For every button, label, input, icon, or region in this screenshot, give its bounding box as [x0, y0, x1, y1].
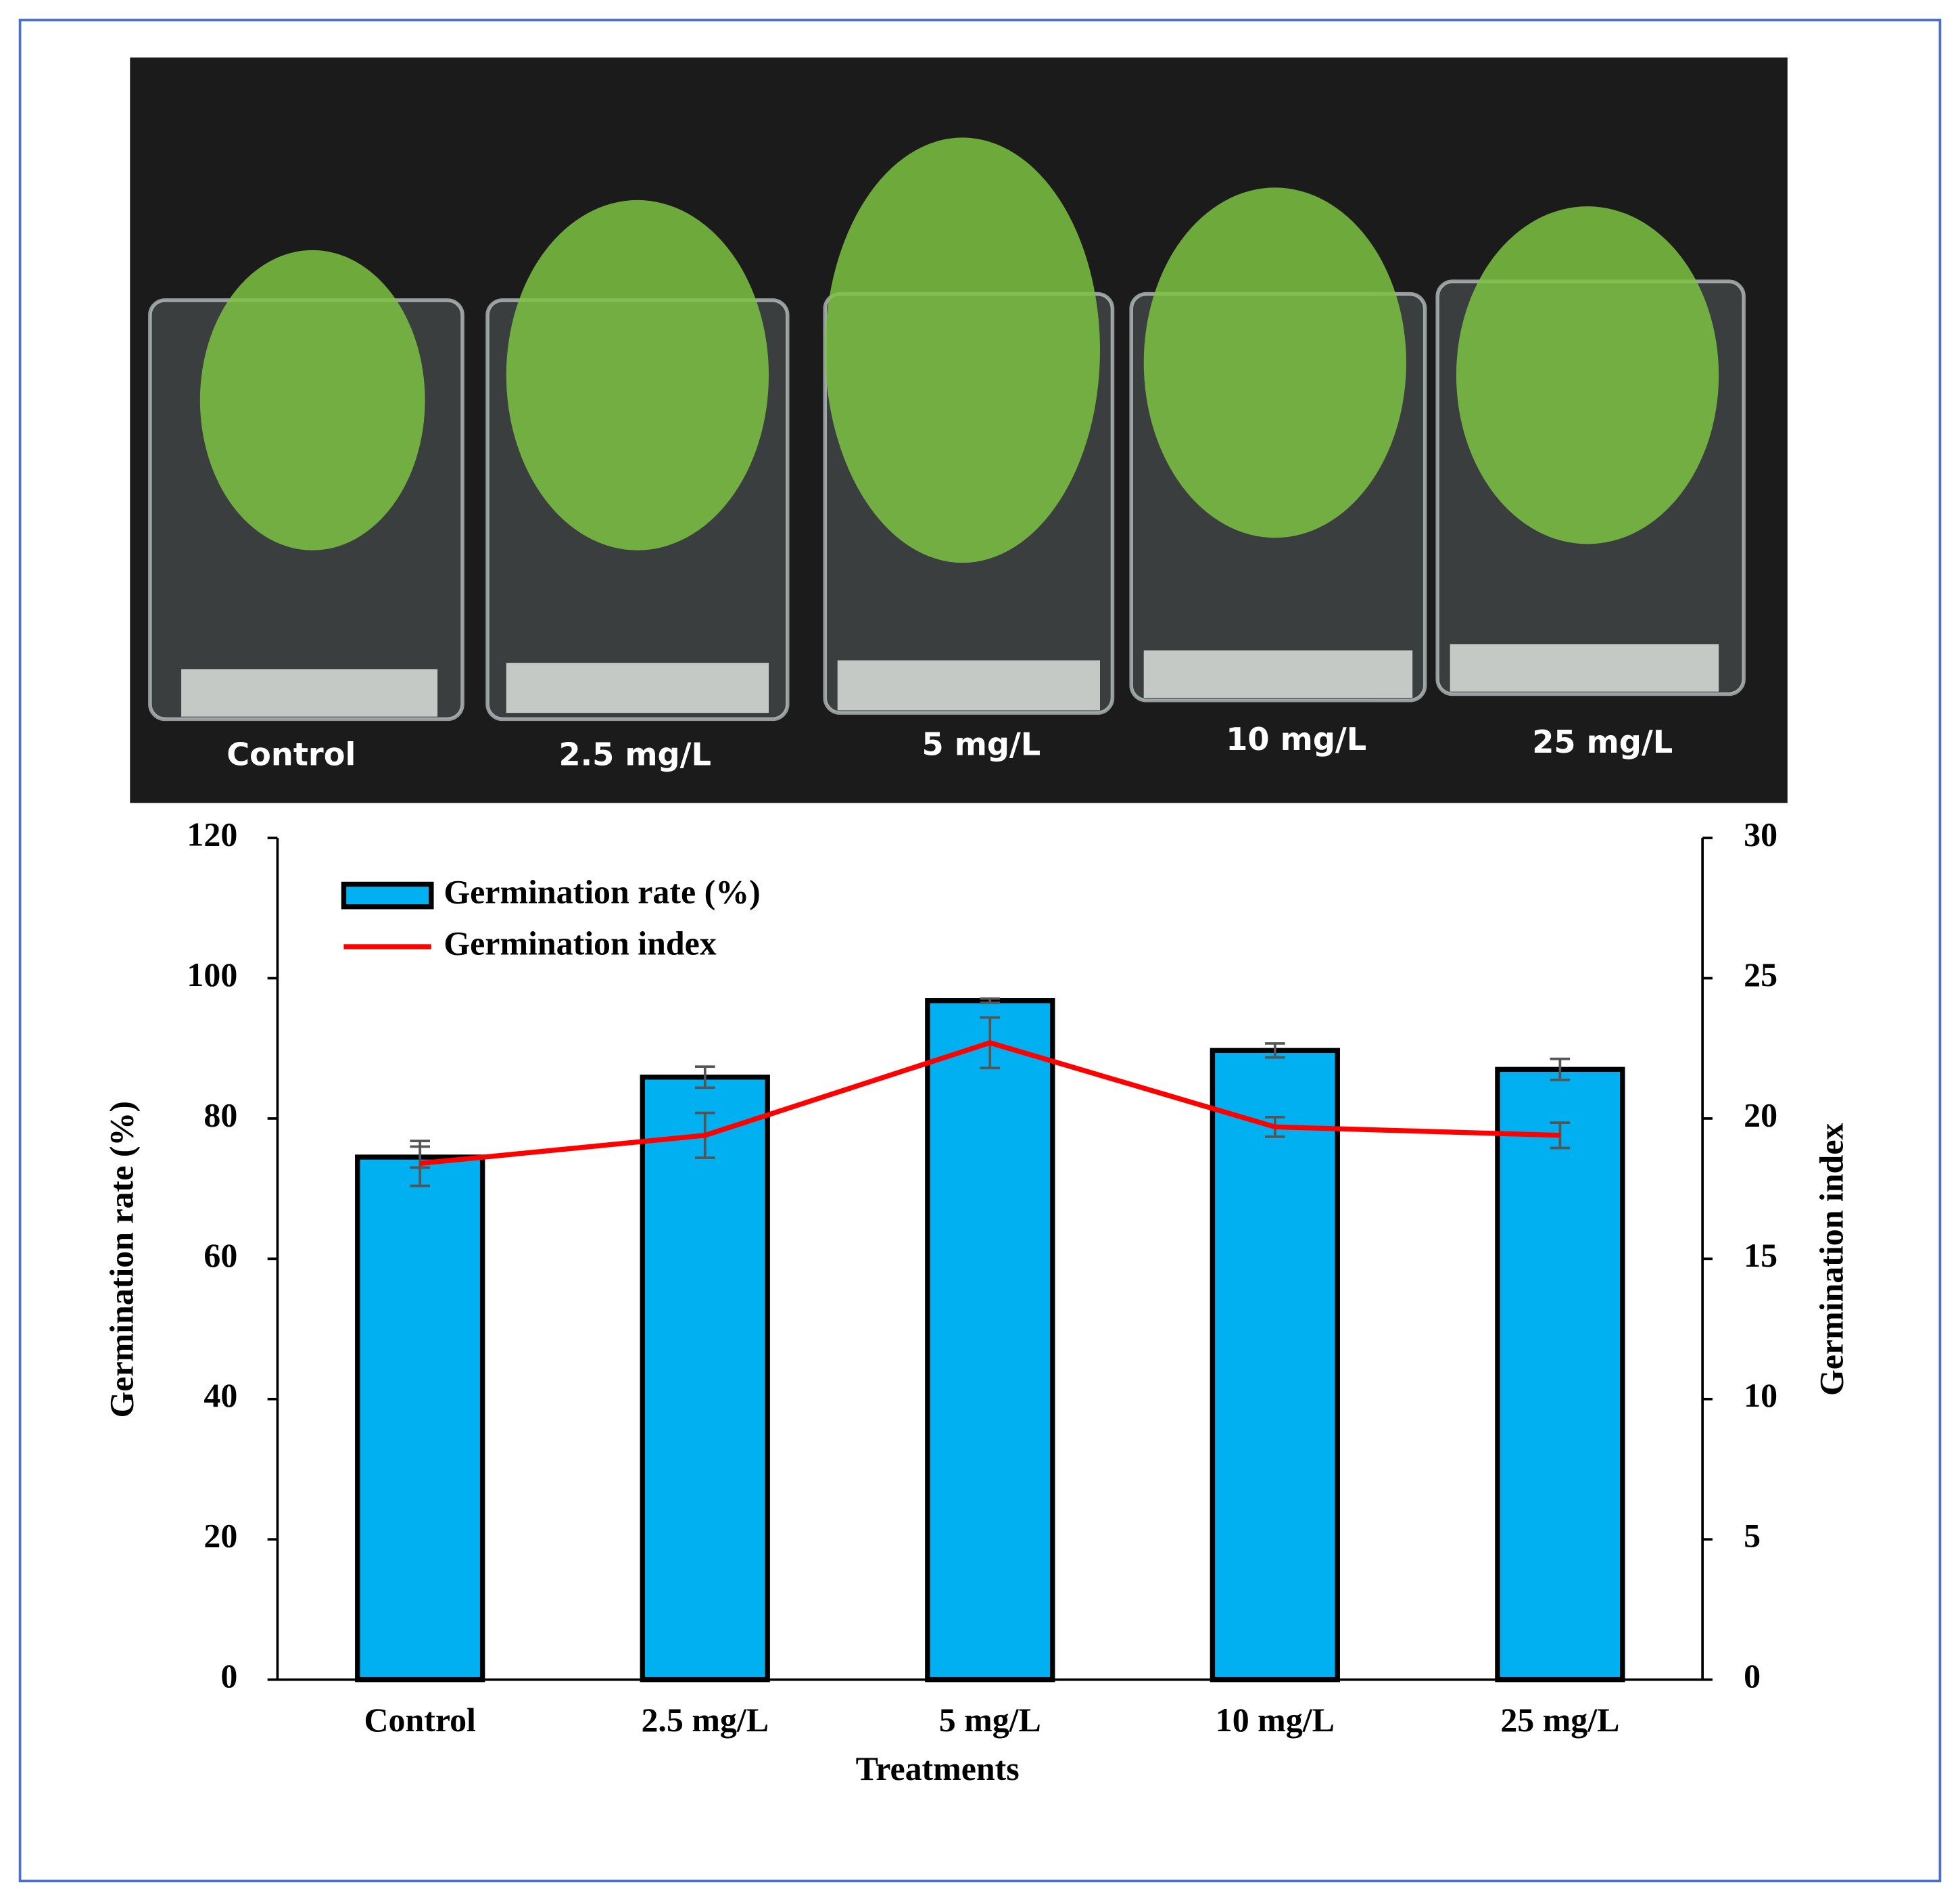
y-tick-label: 80 [204, 1096, 237, 1133]
legend-label: Germination index [444, 924, 716, 962]
photo-label: 5 mg/L [922, 726, 1041, 763]
photo-label: Control [226, 736, 356, 772]
bar [355, 1154, 485, 1683]
y2-tick-label: 30 [1744, 816, 1777, 853]
y2-tick-label: 5 [1744, 1518, 1761, 1555]
photo-label: 25 mg/L [1532, 724, 1673, 760]
y-tick-label: 120 [187, 816, 237, 853]
photo-label: 10 mg/L [1226, 721, 1366, 757]
x-tick-label: 5 mg/L [939, 1701, 1041, 1739]
error-bar [1550, 1057, 1571, 1081]
legend-swatch [341, 881, 434, 910]
y2-tick-label: 0 [1744, 1658, 1761, 1695]
legend-label: Germination rate (%) [444, 874, 760, 911]
x-axis-title: Treatments [856, 1750, 1020, 1787]
substrate [181, 644, 1719, 717]
y-tick-label: 60 [204, 1237, 237, 1274]
line [419, 1040, 1560, 1166]
axes [276, 838, 1704, 1681]
y-tick-label: 40 [204, 1377, 237, 1414]
y2-tick-label: 10 [1744, 1377, 1777, 1414]
x-tick-label: 10 mg/L [1216, 1701, 1335, 1739]
y-tick-label: 0 [220, 1658, 237, 1695]
x-tick-label: 25 mg/L [1500, 1701, 1619, 1739]
bar [1495, 1066, 1625, 1683]
error-bar [1265, 1042, 1285, 1059]
error-bar [980, 997, 1001, 1004]
x-tick-label: Control [364, 1701, 477, 1739]
y2-tick-label: 25 [1744, 956, 1777, 993]
bar [1210, 1048, 1340, 1683]
y2-tick-label: 15 [1744, 1237, 1777, 1274]
y2-axis-title: Germination index [1813, 1123, 1850, 1397]
seedlings [199, 137, 1719, 563]
bar [640, 1075, 770, 1683]
error-bar [694, 1065, 715, 1089]
bar [925, 998, 1055, 1683]
y-tick-label: 100 [187, 956, 237, 993]
y-tick-label: 20 [204, 1518, 237, 1555]
y-axis-title: Germination rate (%) [103, 1101, 140, 1417]
y2-tick-label: 20 [1744, 1096, 1777, 1133]
photo: Control 2.5 mg/L 5 mg/L 10 mg/L 25 mg/L [130, 57, 1788, 803]
x-tick-label: 2.5 mg/L [641, 1701, 769, 1739]
photo-label: 2.5 mg/L [558, 736, 711, 772]
